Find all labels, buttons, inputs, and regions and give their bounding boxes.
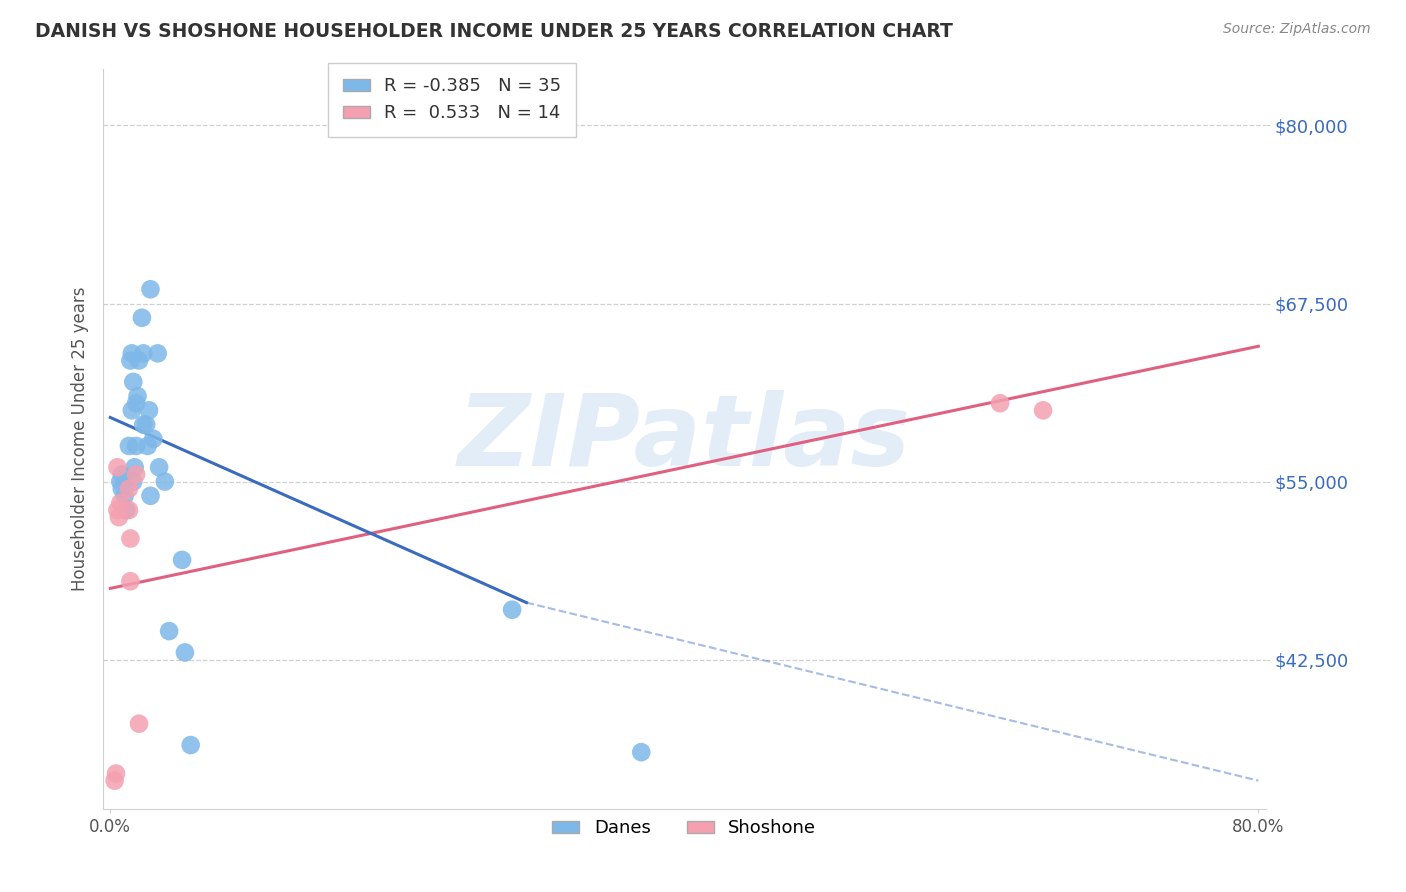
Text: ZIPatlas: ZIPatlas <box>458 391 911 487</box>
Point <box>105 766 128 780</box>
Point <box>111 467 134 482</box>
Point <box>139 282 162 296</box>
Point <box>125 439 148 453</box>
Text: Source: ZipAtlas.com: Source: ZipAtlas.com <box>1223 22 1371 37</box>
Point <box>125 467 148 482</box>
Point <box>630 745 652 759</box>
Point <box>110 475 132 489</box>
Point <box>121 346 143 360</box>
Point <box>122 475 145 489</box>
Point <box>127 389 149 403</box>
Point <box>118 503 141 517</box>
Point <box>132 346 155 360</box>
Point <box>170 553 193 567</box>
Point <box>157 624 180 639</box>
Point <box>1032 403 1054 417</box>
Point <box>501 603 523 617</box>
Point <box>128 716 150 731</box>
Point <box>136 439 159 453</box>
Point <box>114 475 136 489</box>
Point <box>135 417 157 432</box>
Point <box>174 645 197 659</box>
Point <box>148 460 170 475</box>
Point <box>118 439 141 453</box>
Point <box>180 738 202 752</box>
Y-axis label: Householder Income Under 25 years: Householder Income Under 25 years <box>72 286 89 591</box>
Point <box>108 510 131 524</box>
Point <box>124 460 146 475</box>
Point <box>132 417 155 432</box>
Point <box>125 396 148 410</box>
Point <box>131 310 153 325</box>
Point <box>128 353 150 368</box>
Point <box>120 574 142 589</box>
Point <box>153 475 176 489</box>
Point <box>110 496 132 510</box>
Point <box>138 403 160 417</box>
Point <box>104 773 127 788</box>
Point <box>114 489 136 503</box>
Point <box>146 346 169 360</box>
Legend: Danes, Shoshone: Danes, Shoshone <box>546 812 824 845</box>
Point <box>121 403 143 417</box>
Point <box>122 375 145 389</box>
Point <box>988 396 1011 410</box>
Point <box>111 482 134 496</box>
Point <box>107 460 129 475</box>
Point <box>120 353 142 368</box>
Point <box>142 432 165 446</box>
Text: DANISH VS SHOSHONE HOUSEHOLDER INCOME UNDER 25 YEARS CORRELATION CHART: DANISH VS SHOSHONE HOUSEHOLDER INCOME UN… <box>35 22 953 41</box>
Point <box>118 482 141 496</box>
Point <box>139 489 162 503</box>
Point <box>107 503 129 517</box>
Point <box>115 503 138 517</box>
Point <box>120 532 142 546</box>
